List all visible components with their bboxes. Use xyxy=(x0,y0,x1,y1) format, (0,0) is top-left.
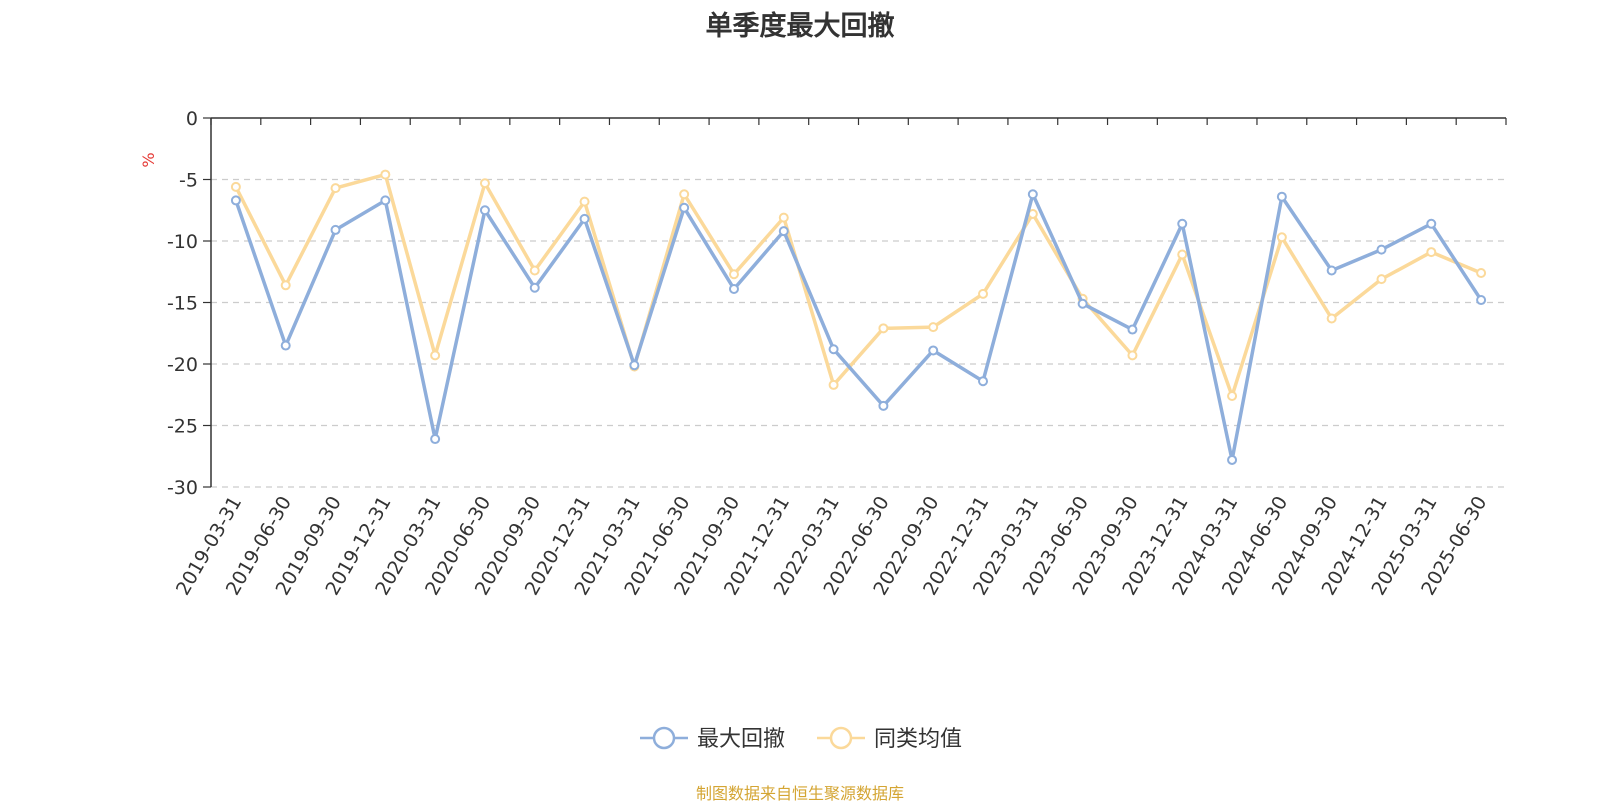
series-line-1 xyxy=(234,192,1483,462)
chart-title: 单季度最大回撤 xyxy=(705,11,895,42)
data-point-1 xyxy=(230,195,241,206)
data-point-1 xyxy=(479,205,490,216)
series-line-2 xyxy=(234,172,1483,398)
y-tick-label: -5 xyxy=(179,170,198,192)
data-point-1 xyxy=(1376,244,1387,255)
data-point-1 xyxy=(280,340,291,351)
legend-marker-2 xyxy=(829,726,853,750)
data-point-1 xyxy=(629,360,640,371)
data-point-2 xyxy=(1376,274,1387,285)
data-point-2 xyxy=(330,183,341,194)
data-point-1 xyxy=(1077,298,1088,309)
data-point-1 xyxy=(1276,191,1287,202)
data-point-1 xyxy=(430,434,441,445)
data-point-1 xyxy=(529,282,540,293)
data-point-1 xyxy=(380,195,391,206)
legend-marker-1 xyxy=(652,726,676,750)
data-point-2 xyxy=(1127,350,1138,361)
data-point-2 xyxy=(1476,267,1487,278)
legend-label-1: 最大回撤 xyxy=(697,727,785,752)
series-lines xyxy=(230,169,1487,465)
data-point-2 xyxy=(928,322,939,333)
data-point-2 xyxy=(579,196,590,207)
y-axis-unit-label: % xyxy=(139,152,158,167)
data-point-2 xyxy=(679,189,690,200)
y-tick-label: 0 xyxy=(186,108,198,130)
data-point-2 xyxy=(1227,390,1238,401)
y-tick-label: -25 xyxy=(167,416,198,438)
y-tick-label: -20 xyxy=(167,354,198,376)
data-point-1 xyxy=(1426,218,1437,229)
data-point-1 xyxy=(1227,454,1238,465)
data-point-1 xyxy=(978,376,989,387)
data-point-1 xyxy=(1127,324,1138,335)
data-point-1 xyxy=(778,226,789,237)
data-point-2 xyxy=(778,212,789,223)
y-tick-label: -30 xyxy=(167,477,198,499)
data-point-2 xyxy=(529,265,540,276)
data-point-2 xyxy=(430,350,441,361)
y-tick-label: -10 xyxy=(167,231,198,253)
data-point-2 xyxy=(1326,313,1337,324)
data-point-2 xyxy=(1276,232,1287,243)
data-point-2 xyxy=(380,169,391,180)
data-point-2 xyxy=(1426,247,1437,258)
data-point-2 xyxy=(280,280,291,291)
data-point-1 xyxy=(878,400,889,411)
data-point-1 xyxy=(330,224,341,235)
data-point-1 xyxy=(1476,295,1487,306)
data-point-2 xyxy=(479,178,490,189)
data-point-1 xyxy=(828,344,839,355)
data-point-2 xyxy=(878,323,889,334)
data-point-2 xyxy=(728,269,739,280)
legend-label-2: 同类均值 xyxy=(874,727,962,752)
data-point-1 xyxy=(679,202,690,213)
data-point-1 xyxy=(1177,218,1188,229)
data-point-1 xyxy=(1326,265,1337,276)
source-note: 制图数据来自恒生聚源数据库 xyxy=(695,784,904,803)
data-point-1 xyxy=(928,345,939,356)
data-point-1 xyxy=(728,283,739,294)
data-point-2 xyxy=(978,288,989,299)
legend[interactable]: 最大回撤 同类均值 xyxy=(640,726,962,752)
data-point-1 xyxy=(1027,189,1038,200)
data-point-2 xyxy=(1177,249,1188,260)
data-point-2 xyxy=(828,379,839,390)
grid-lines xyxy=(211,178,1506,488)
y-tick-label: -15 xyxy=(167,293,198,315)
data-point-1 xyxy=(579,213,590,224)
data-point-2 xyxy=(230,181,241,192)
